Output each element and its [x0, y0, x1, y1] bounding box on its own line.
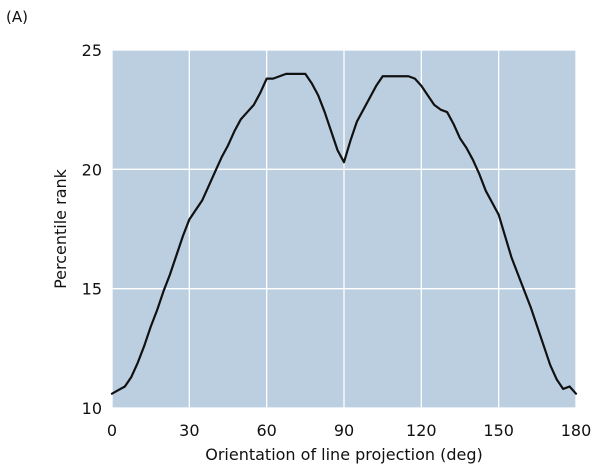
- y-tick-label: 20: [82, 160, 102, 179]
- y-tick-label: 15: [82, 280, 102, 299]
- x-tick-label: 60: [256, 421, 276, 440]
- x-tick-label: 90: [334, 421, 354, 440]
- x-tick-label: 30: [179, 421, 199, 440]
- x-tick-label: 150: [483, 421, 514, 440]
- x-axis-ticks: 0 30 60 90 120 150 180: [107, 421, 591, 440]
- grid-lines: [111, 49, 577, 409]
- y-axis-label: Percentile rank: [51, 168, 70, 289]
- y-axis-ticks: 10 15 20 25: [82, 41, 102, 418]
- x-tick-label: 180: [561, 421, 592, 440]
- x-tick-label: 120: [406, 421, 437, 440]
- x-tick-label: 0: [107, 421, 117, 440]
- x-axis-label: Orientation of line projection (deg): [205, 445, 483, 464]
- y-tick-label: 10: [82, 399, 102, 418]
- y-tick-label: 25: [82, 41, 102, 60]
- panel-label: (A): [6, 8, 28, 26]
- series-line: [110, 72, 578, 395]
